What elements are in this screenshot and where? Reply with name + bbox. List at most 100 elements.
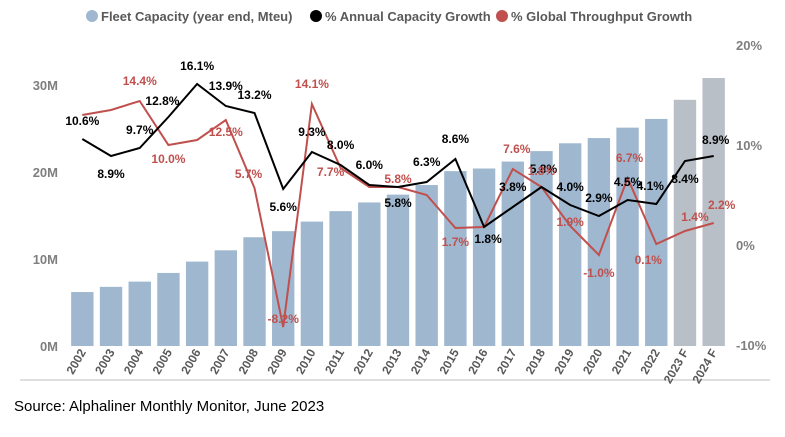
y-left-tick: 0M <box>40 339 58 354</box>
x-tick-2016: 2016 <box>465 346 491 376</box>
bar-2022 <box>645 118 668 347</box>
capacity-growth-label: 3.8% <box>499 180 527 194</box>
bar-2024-F <box>702 78 725 346</box>
x-tick-2011: 2011 <box>322 346 347 376</box>
capacity-growth-label: 13.2% <box>238 88 272 102</box>
throughput-growth-label: 10.0% <box>151 152 185 166</box>
bar-2010 <box>300 221 324 346</box>
x-tick-2015: 2015 <box>437 346 463 376</box>
capacity-growth-label: 12.8% <box>145 94 179 108</box>
bar-2006 <box>185 261 209 346</box>
capacity-growth-label: 6.3% <box>413 155 441 169</box>
throughput-growth-label: 7.6% <box>503 142 531 156</box>
y-axis-left: 0M 10M 20M 30M <box>33 78 58 354</box>
bar-2014 <box>415 185 438 346</box>
x-tick-2022: 2022 <box>637 346 663 376</box>
x-tick-2005: 2005 <box>150 346 176 376</box>
bar-2004 <box>128 281 151 346</box>
throughput-growth-label: 1.7% <box>442 235 470 249</box>
y-left-tick: 10M <box>33 252 58 267</box>
x-tick-2019: 2019 <box>551 346 577 376</box>
capacity-growth-label: 5.8% <box>384 196 412 210</box>
bar-2015 <box>444 171 467 346</box>
bar-2008 <box>243 237 266 346</box>
x-tick-2018: 2018 <box>523 346 549 376</box>
capacity-growth-label: 2.9% <box>585 191 613 205</box>
capacity-growth-label: 16.1% <box>180 59 214 73</box>
capacity-growth-label: 9.3% <box>298 125 326 139</box>
throughput-growth-label: 1.9% <box>556 215 584 229</box>
legend-label-2: % Annual Capacity Growth <box>325 9 491 24</box>
x-tick-2002: 2002 <box>63 346 89 376</box>
bar-2007 <box>214 250 238 346</box>
legend-swatch-1 <box>86 10 98 22</box>
throughput-growth-label: 5.7% <box>235 167 263 181</box>
capacity-growth-label: 8.6% <box>442 132 470 146</box>
bar-2023-F <box>673 99 697 346</box>
bar-2020 <box>587 138 611 346</box>
x-tick-2007: 2007 <box>207 346 233 376</box>
x-tick-2020: 2020 <box>580 346 606 376</box>
legend: Fleet Capacity (year end, Mteu) % Annual … <box>86 9 692 24</box>
x-tick-2012: 2012 <box>350 346 376 376</box>
y-right-tick: 10% <box>736 138 762 153</box>
x-tick-2017: 2017 <box>494 346 520 376</box>
throughput-growth-label: -1.0% <box>583 266 615 280</box>
bar-2017 <box>501 161 524 346</box>
capacity-growth-label: 5.8% <box>530 162 558 176</box>
throughput-growth-label: 1.4% <box>681 210 709 224</box>
x-tick-2021: 2021 <box>609 346 635 376</box>
x-axis: 2002 2003 2004 2005 2006 2007 2008 2009 2010 2011… <box>20 346 770 386</box>
x-tick-2008: 2008 <box>236 346 262 376</box>
y-left-tick: 30M <box>33 78 58 93</box>
bar-2018 <box>530 151 553 346</box>
y-right-tick: -10% <box>736 338 767 353</box>
throughput-growth-label: 5.8% <box>384 172 412 186</box>
capacity-growth-label: 8.4% <box>671 172 699 186</box>
throughput-growth-label: 12.5% <box>209 125 243 139</box>
bar-2005 <box>157 272 180 346</box>
throughput-growth-label: 1.8% <box>528 164 556 178</box>
capacity-growth-label: 5.6% <box>270 200 298 214</box>
bars <box>71 78 725 347</box>
throughput-growth-label: 14.4% <box>123 74 157 88</box>
bar-2002 <box>71 292 94 346</box>
throughput-growth-label: 6.7% <box>616 151 644 165</box>
x-tick-2004: 2004 <box>121 346 147 376</box>
capacity-growth-label: 8.9% <box>702 133 730 147</box>
capacity-growth-label: 8.9% <box>97 167 125 181</box>
capacity-growth-label: 4.5% <box>614 175 642 189</box>
capacity-growth-label: 4.1% <box>637 179 665 193</box>
throughput-growth-label: 2.2% <box>708 198 736 212</box>
source-note: Source: Alphaliner Monthly Monitor, June… <box>14 398 325 415</box>
capacity-growth-label: 13.9% <box>209 79 243 93</box>
x-tick-2003: 2003 <box>92 346 118 376</box>
capacity-growth-label: 8.0% <box>327 138 355 152</box>
capacity-growth-label: 6.0% <box>356 158 384 172</box>
bar-2019 <box>558 143 582 346</box>
bar-2011 <box>329 211 352 346</box>
capacity-growth-line <box>81 82 714 229</box>
x-tick-2010: 2010 <box>293 346 319 376</box>
y-axis-right: -10% 0% 10% 20% <box>736 38 767 353</box>
x-tick-2014: 2014 <box>408 346 434 376</box>
bar-2016 <box>472 168 496 346</box>
bar-2013 <box>386 194 410 346</box>
capacity-growth-label: 10.6% <box>65 114 99 128</box>
x-tick-2009: 2009 <box>264 346 290 376</box>
data-labels: 10.6% 8.9% 9.7% 12.8% 16.1% 13.9%13.2% 5.6% 9.3… <box>65 59 735 326</box>
capacity-growth-label: 4.0% <box>556 180 584 194</box>
bar-2021 <box>616 127 639 346</box>
y-right-tick: 0% <box>736 238 755 253</box>
capacity-growth-label: 9.7% <box>126 123 154 137</box>
bar-2012 <box>358 202 381 346</box>
bar-2009 <box>272 231 295 346</box>
throughput-growth-label: 7.7% <box>317 165 345 179</box>
legend-swatch-2 <box>310 10 322 22</box>
y-left-tick: 20M <box>33 165 58 180</box>
legend-swatch-3 <box>496 10 508 22</box>
legend-label-1: Fleet Capacity (year end, Mteu) <box>101 9 292 24</box>
throughput-growth-label: 14.1% <box>295 77 329 91</box>
y-right-tick: 20% <box>736 38 762 53</box>
chart: Fleet Capacity (year end, Mteu) % Annual … <box>20 9 770 386</box>
